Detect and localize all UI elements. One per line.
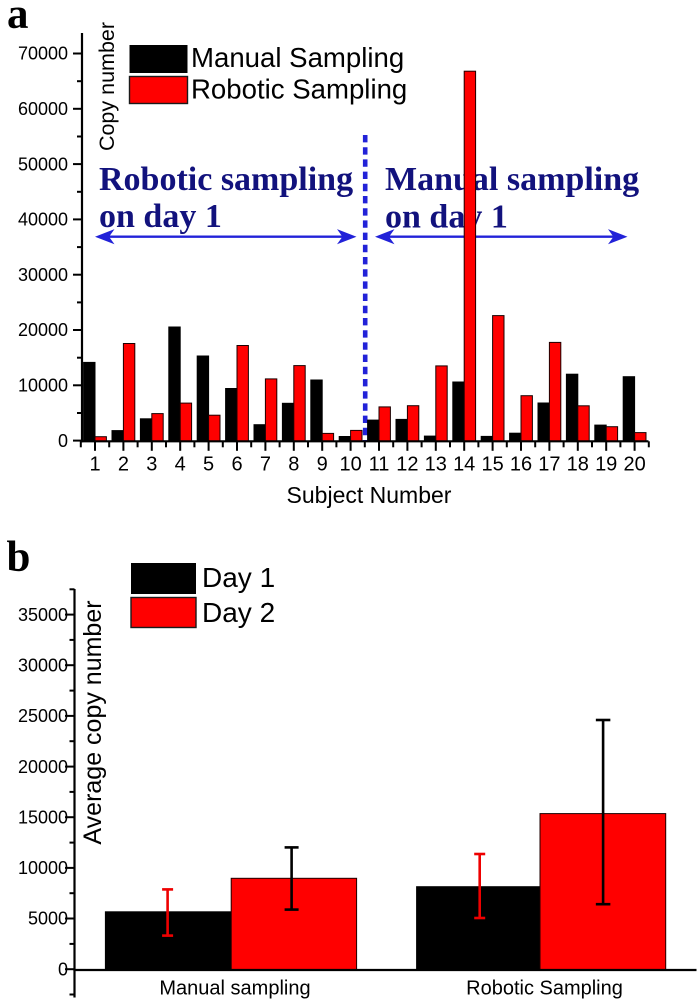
- svg-text:25000: 25000: [18, 706, 68, 726]
- svg-text:30000: 30000: [18, 265, 68, 285]
- svg-text:40000: 40000: [18, 210, 68, 230]
- svg-text:60000: 60000: [18, 99, 68, 119]
- svg-text:15000: 15000: [18, 807, 68, 827]
- svg-text:9: 9: [317, 454, 328, 476]
- svg-text:7: 7: [260, 454, 271, 476]
- svg-text:Day 1: Day 1: [202, 562, 275, 593]
- svg-text:Manual sampling: Manual sampling: [159, 978, 310, 1000]
- svg-text:14: 14: [453, 454, 475, 476]
- svg-text:16: 16: [510, 454, 532, 476]
- svg-text:0: 0: [58, 959, 68, 979]
- svg-text:on day 1: on day 1: [99, 198, 222, 235]
- svg-text:20000: 20000: [18, 320, 68, 340]
- svg-text:35000: 35000: [18, 605, 68, 625]
- svg-text:2: 2: [118, 454, 129, 476]
- svg-text:8: 8: [288, 454, 299, 476]
- svg-text:15: 15: [481, 454, 503, 476]
- svg-text:19: 19: [595, 454, 617, 476]
- svg-text:5: 5: [203, 454, 214, 476]
- svg-text:on day 1: on day 1: [385, 198, 508, 235]
- svg-text:4: 4: [175, 454, 186, 476]
- svg-text:0: 0: [58, 431, 68, 451]
- svg-text:12: 12: [396, 454, 418, 476]
- svg-text:6: 6: [231, 454, 242, 476]
- svg-text:20000: 20000: [18, 757, 68, 777]
- svg-text:11: 11: [369, 454, 390, 476]
- svg-text:Copy number: Copy number: [95, 22, 119, 151]
- svg-text:Average copy number: Average copy number: [79, 600, 107, 844]
- svg-text:Robotic Sampling: Robotic Sampling: [466, 978, 623, 1000]
- svg-text:50000: 50000: [18, 154, 68, 174]
- svg-text:3: 3: [146, 454, 157, 476]
- svg-text:70000: 70000: [18, 44, 68, 64]
- svg-text:Day 2: Day 2: [202, 597, 275, 628]
- svg-text:10: 10: [339, 454, 361, 476]
- svg-text:30000: 30000: [18, 655, 68, 675]
- svg-text:10000: 10000: [18, 858, 68, 878]
- svg-text:18: 18: [567, 454, 589, 476]
- svg-text:10000: 10000: [18, 376, 68, 396]
- svg-text:b: b: [7, 534, 31, 581]
- svg-text:Subject Number: Subject Number: [287, 482, 452, 508]
- svg-text:Robotic Sampling: Robotic Sampling: [191, 74, 407, 105]
- svg-text:Manual Sampling: Manual Sampling: [191, 42, 404, 73]
- svg-text:a: a: [7, 0, 29, 38]
- svg-text:Manual sampling: Manual sampling: [385, 161, 639, 198]
- svg-text:17: 17: [538, 454, 560, 476]
- svg-text:20: 20: [623, 454, 645, 476]
- svg-text:13: 13: [425, 454, 447, 476]
- svg-text:Robotic sampling: Robotic sampling: [99, 161, 353, 198]
- svg-text:5000: 5000: [28, 909, 68, 929]
- svg-text:1: 1: [89, 454, 100, 476]
